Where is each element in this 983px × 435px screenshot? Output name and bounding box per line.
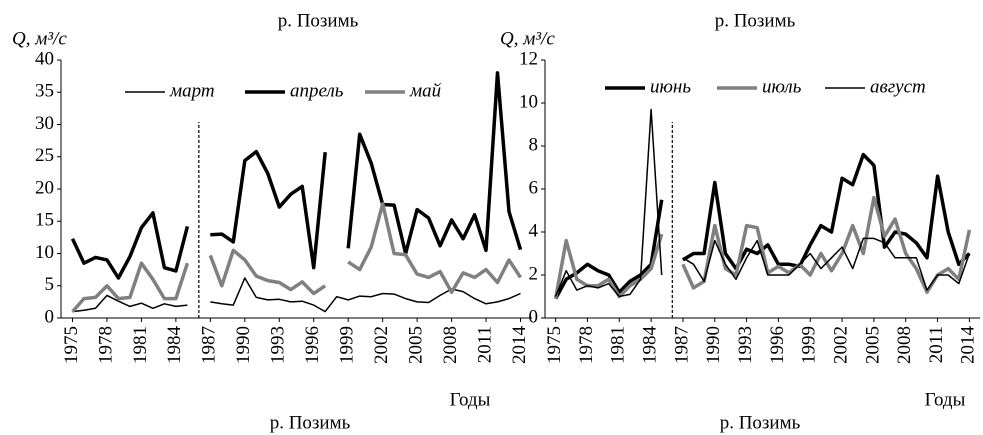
- x-tick-label: 2011: [926, 326, 947, 363]
- x-tick-label: 2008: [440, 326, 461, 364]
- y-tick-label: 10: [35, 242, 54, 263]
- y-tick-label: 0: [529, 306, 539, 327]
- x-tick-label: 2002: [371, 326, 392, 364]
- x-tick-label: 1975: [61, 326, 82, 364]
- y-tick-label: 8: [529, 134, 539, 155]
- y-tick-label: 35: [35, 81, 54, 102]
- x-tick-label: 1999: [799, 326, 820, 364]
- y-tick-label: 40: [35, 48, 54, 69]
- x-tick-label: 1987: [671, 326, 692, 364]
- x-tick-label: 2011: [474, 326, 495, 363]
- chart-title: р. Позимь: [278, 10, 359, 31]
- caption: р. Позимь: [720, 412, 801, 433]
- x-tick-label: 2005: [405, 326, 426, 364]
- x-tick-label: 2005: [862, 326, 883, 364]
- x-tick-label: 1978: [576, 326, 597, 364]
- x-axis-label: Годы: [925, 389, 966, 410]
- x-tick-label: 1981: [608, 326, 629, 364]
- series-line: [553, 195, 972, 299]
- y-tick-label: 6: [529, 177, 539, 198]
- x-tick-label: 1981: [130, 326, 151, 364]
- x-axis-label: Годы: [450, 389, 491, 410]
- x-tick-label: 2002: [830, 326, 851, 364]
- x-tick-label: 1996: [302, 326, 323, 364]
- series-line: [72, 277, 521, 313]
- y-tick-label: 10: [519, 91, 538, 112]
- y-tick-label: 12: [519, 48, 538, 69]
- y-tick-label: 30: [35, 113, 54, 134]
- x-tick-label: 1990: [703, 326, 724, 364]
- x-tick-label: 1993: [268, 326, 289, 364]
- series-line: [71, 202, 522, 313]
- x-tick-label: 1987: [199, 326, 220, 364]
- y-axis-label: Q, м³/с: [500, 28, 555, 49]
- series-line: [554, 108, 971, 298]
- x-tick-label: 2014: [958, 326, 979, 365]
- x-tick-label: 1990: [233, 326, 254, 364]
- series-line: [554, 152, 971, 300]
- y-tick-label: 5: [45, 274, 55, 295]
- legend-label: май: [409, 80, 442, 101]
- caption: р. Позимь: [270, 412, 351, 433]
- y-tick-label: 2: [529, 263, 539, 284]
- y-axis-label: Q, м³/с: [12, 28, 67, 49]
- x-tick-label: 1996: [767, 326, 788, 364]
- x-tick-label: 1993: [735, 326, 756, 364]
- y-tick-label: 25: [35, 145, 54, 166]
- legend-label: март: [169, 80, 215, 101]
- x-tick-label: 2014: [509, 326, 530, 365]
- x-tick-label: 1978: [95, 326, 116, 364]
- legend-label: апрель: [290, 80, 344, 101]
- x-tick-label: 1975: [544, 326, 565, 364]
- series-line: [70, 71, 523, 280]
- x-tick-label: 1999: [337, 326, 358, 364]
- y-tick-label: 15: [35, 210, 54, 231]
- legend-label: июль: [762, 76, 802, 97]
- legend-label: июнь: [650, 76, 691, 97]
- y-tick-label: 4: [529, 220, 539, 241]
- y-tick-label: 20: [35, 177, 54, 198]
- legend-label: август: [870, 76, 926, 97]
- chart-title: р. Позимь: [715, 10, 796, 31]
- y-tick-label: 0: [45, 306, 55, 327]
- x-tick-label: 1984: [639, 326, 660, 365]
- x-tick-label: 1984: [164, 326, 185, 365]
- x-tick-label: 2008: [894, 326, 915, 364]
